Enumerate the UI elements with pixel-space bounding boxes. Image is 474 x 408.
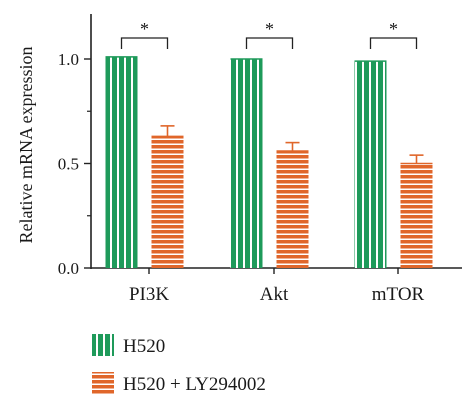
legend-swatch bbox=[92, 372, 114, 394]
y-tick-label: 0.5 bbox=[58, 155, 79, 174]
legend-swatch bbox=[92, 334, 114, 356]
significance-star: * bbox=[140, 19, 149, 39]
x-tick-label-pi3k: PI3K bbox=[129, 284, 169, 305]
significance-bracket bbox=[120, 37, 169, 49]
legend-label: H520 + LY294002 bbox=[123, 374, 266, 395]
significance-star: * bbox=[265, 19, 274, 39]
bar-akt-h520-ly294002 bbox=[276, 150, 309, 268]
significance-bracket bbox=[369, 37, 418, 49]
y-axis-label: Relative mRNA expression bbox=[16, 47, 36, 244]
legend-label: H520 bbox=[123, 336, 165, 357]
bar-mtor-h520-ly294002 bbox=[400, 163, 433, 268]
legend: H520 H520 + LY294002 bbox=[92, 334, 266, 395]
x-tick-label-akt: Akt bbox=[260, 284, 289, 305]
x-tick-label-mtor: mTOR bbox=[372, 284, 425, 305]
bar-pi3k-h520 bbox=[105, 56, 138, 268]
bar-mtor-h520 bbox=[354, 61, 387, 269]
bar-pi3k-h520-ly294002 bbox=[151, 136, 184, 268]
bar-akt-h520 bbox=[230, 59, 263, 268]
significance-bracket bbox=[245, 37, 294, 49]
y-tick-label: 0.0 bbox=[58, 259, 79, 278]
plot-area: 0.0 0.5 1.0 Relative mRNA expression * PI3K * A… bbox=[16, 14, 462, 305]
significance-star: * bbox=[389, 19, 398, 39]
y-tick-label: 1.0 bbox=[58, 50, 79, 69]
